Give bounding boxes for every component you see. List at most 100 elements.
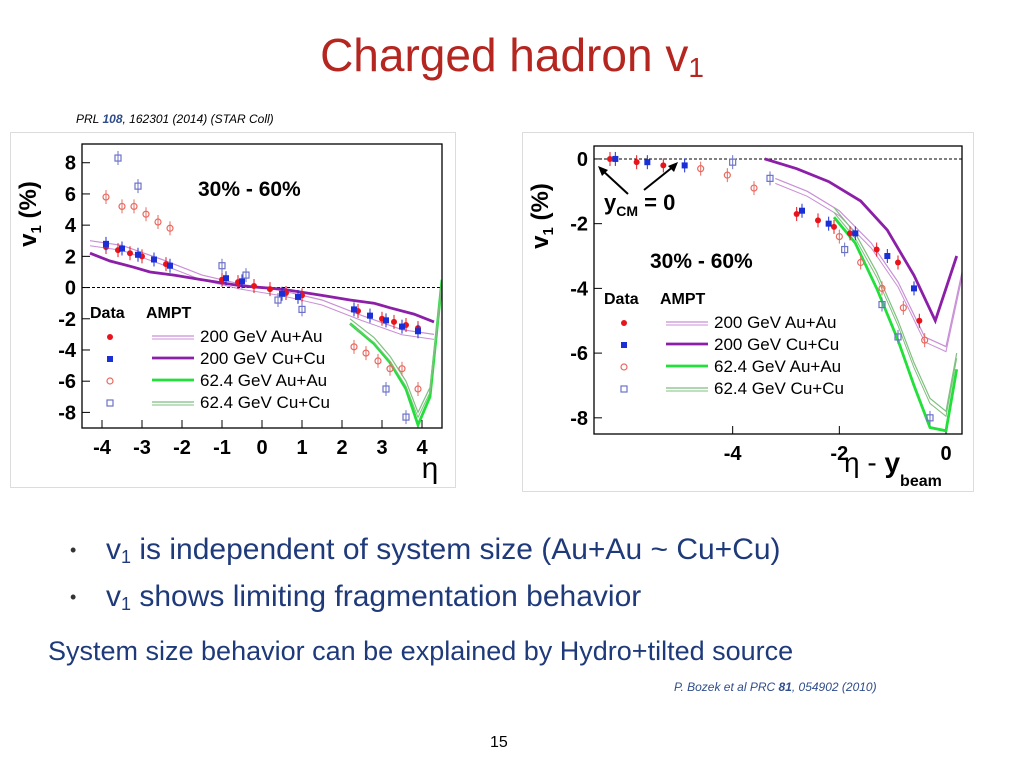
data-point xyxy=(878,300,886,309)
bullet-item-1: • v1 is independent of system size (Au+Au… xyxy=(70,530,781,577)
ycm-eq: = 0 xyxy=(638,190,675,215)
slide-title-subscript: 1 xyxy=(688,52,704,83)
y-axis-label-unit: (%) xyxy=(15,181,42,225)
ycm-sub: CM xyxy=(616,203,638,219)
ycm-arrow-right xyxy=(643,165,675,191)
x-axis-label: η - ybeam xyxy=(844,447,942,490)
bullet-marker-1: • xyxy=(70,540,77,560)
data-point xyxy=(878,284,886,292)
data-point xyxy=(660,162,667,169)
legend-header-ampt: AMPT xyxy=(146,305,192,322)
bullet-list: • v1 is independent of system size (Au+Au… xyxy=(70,530,781,624)
data-point xyxy=(873,246,880,253)
y-tick-label: -6 xyxy=(570,343,588,365)
legend-label: 62.4 GeV Au+Au xyxy=(714,357,841,376)
y-tick-label: -6 xyxy=(58,371,76,393)
data-point xyxy=(414,385,422,393)
y-tick-label: -2 xyxy=(570,214,588,236)
data-point xyxy=(884,253,891,260)
y-axis-label-v: v xyxy=(15,233,42,247)
data-point xyxy=(119,245,125,252)
centrality-label: 30% - 60% xyxy=(650,250,753,273)
data-point xyxy=(295,293,301,300)
reference-top: PRL 108, 162301 (2014) (STAR Coll) xyxy=(76,112,274,126)
data-point xyxy=(415,328,421,335)
page-number: 15 xyxy=(490,734,508,751)
x-axis-label-y: y xyxy=(884,447,900,478)
data-point xyxy=(239,278,245,285)
ycm-arrow-left xyxy=(601,169,629,195)
bullet-1-text: is independent of system size (Au+Au ~ C… xyxy=(131,533,781,566)
bullet-2-v: v xyxy=(106,580,121,613)
data-point xyxy=(607,155,613,162)
slide-title-text: Charged hadron v xyxy=(320,29,689,81)
bullet-1-sub: 1 xyxy=(121,547,132,567)
x-tick-label: 2 xyxy=(336,437,347,459)
data-point xyxy=(835,233,843,241)
data-point xyxy=(697,165,705,173)
ycm-arrowhead-left xyxy=(598,166,608,176)
data-point xyxy=(242,271,250,279)
data-point xyxy=(899,304,907,312)
y-tick-label: -8 xyxy=(570,408,588,430)
data-point xyxy=(386,365,394,373)
reference-bottom: P. Bozek et al PRC 81, 054902 (2010) xyxy=(674,680,877,694)
data-point xyxy=(921,336,929,344)
bullet-2-text: shows limiting fragmentation behavior xyxy=(131,580,642,613)
legend-marker xyxy=(107,356,113,362)
data-point xyxy=(362,349,370,357)
x-tick-label: 3 xyxy=(376,437,387,459)
data-point xyxy=(274,296,282,304)
data-point xyxy=(267,286,273,293)
data-point xyxy=(398,365,406,373)
legend-marker xyxy=(107,334,113,340)
x-axis-label: η xyxy=(422,452,439,485)
slide-title: Charged hadron v1 xyxy=(0,28,1024,84)
x-tick-label: 0 xyxy=(940,443,951,465)
ycm-annotation: yCM = 0 xyxy=(604,190,675,219)
reference-top-volume: 108 xyxy=(102,112,123,126)
data-point xyxy=(644,159,651,166)
data-point xyxy=(831,223,837,230)
data-point xyxy=(134,182,142,190)
data-point xyxy=(383,317,389,324)
data-point xyxy=(114,154,122,162)
y-tick-label: 0 xyxy=(577,149,588,171)
data-point xyxy=(102,193,110,201)
legend-label: 200 GeV Cu+Cu xyxy=(714,335,839,354)
ampt-band-edge-4 xyxy=(349,284,442,419)
x-axis-label-eta: η - xyxy=(844,447,884,478)
data-point xyxy=(154,218,162,226)
reference-bottom-suffix: , 054902 (2010) xyxy=(791,680,877,694)
y-tick-label: -4 xyxy=(58,340,77,362)
data-point xyxy=(681,162,688,169)
bullet-1-v: v xyxy=(106,533,121,566)
ampt-curve-3 xyxy=(349,279,442,428)
data-point xyxy=(167,262,173,269)
data-point xyxy=(218,262,226,270)
ycm-arrowhead-right xyxy=(668,162,678,172)
reference-bottom-volume: 81 xyxy=(778,680,792,694)
x-tick-label: -2 xyxy=(173,437,191,459)
ycm-y: y xyxy=(604,190,617,215)
ampt-curve-4 xyxy=(349,279,442,414)
data-point xyxy=(351,306,357,313)
legend-label: 200 GeV Au+Au xyxy=(200,327,322,346)
y-axis-label-unit: (%) xyxy=(527,183,554,227)
y-axis-label-sub: 1 xyxy=(28,225,45,233)
data-point xyxy=(130,202,138,211)
reference-bottom-prefix: P. Bozek et al PRC xyxy=(674,680,779,694)
data-point xyxy=(926,414,934,422)
data-point xyxy=(847,230,853,237)
data-point xyxy=(251,283,257,289)
data-point xyxy=(382,385,390,393)
legend-marker xyxy=(620,363,628,371)
legend-marker xyxy=(621,320,627,326)
y-tick-label: 4 xyxy=(65,215,77,237)
data-point xyxy=(729,158,737,166)
data-point xyxy=(118,202,126,211)
data-point xyxy=(103,240,109,247)
data-point xyxy=(799,207,805,214)
ampt-curve-2 xyxy=(89,251,435,324)
